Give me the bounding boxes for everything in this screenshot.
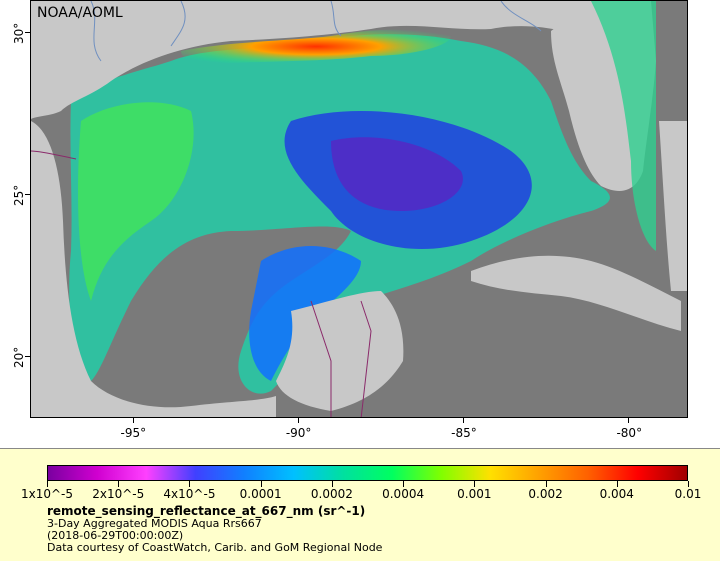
lon-tick <box>463 418 465 423</box>
colorbar-tick <box>474 481 476 487</box>
lon-tick-label: -80° <box>616 426 643 440</box>
lat-tick <box>25 32 30 34</box>
credit-label: NOAA/AOML <box>37 5 123 21</box>
colorbar-tick <box>189 481 191 487</box>
lat-tick <box>25 194 30 196</box>
colorbar-tick-label: 0.01 <box>674 487 702 501</box>
yucatan-land <box>276 291 404 411</box>
lat-tick-label: 25° <box>12 185 26 207</box>
colorbar-tick-label: 0.0004 <box>382 487 425 501</box>
mexico-land <box>31 121 276 417</box>
florida-east-coast-data <box>591 1 656 251</box>
colorbar-tick <box>403 481 405 487</box>
lon-tick <box>297 418 299 423</box>
colorbar <box>47 465 688 481</box>
bahamas-land <box>659 121 687 291</box>
lon-tick-label: -90° <box>285 426 312 440</box>
rivers <box>90 1 542 62</box>
legend-variable: remote_sensing_reflectance_at_667_nm (sr… <box>47 504 366 518</box>
cuba-land <box>471 255 681 331</box>
western-gulf-green <box>78 102 194 301</box>
legend-courtesy: Data courtesy of CoastWatch, Carib. and … <box>47 541 383 554</box>
lat-tick <box>25 356 30 358</box>
colorbar-tick-label: 0.0001 <box>239 487 282 501</box>
colorbar-tick <box>47 481 48 487</box>
map-panel[interactable]: NOAA/AOML <box>30 0 688 418</box>
colorbar-tick <box>118 481 120 487</box>
legend-product: 3-Day Aggregated MODIS Aqua Rrs667 <box>47 517 262 530</box>
legend-panel: remote_sensing_reflectance_at_667_nm (sr… <box>0 448 720 561</box>
colorbar-tick <box>688 481 689 487</box>
colorbar-tick <box>260 481 262 487</box>
borders <box>31 150 372 417</box>
colorbar-tick <box>616 481 618 487</box>
colorbar-tick-label: 0.002 <box>528 487 563 501</box>
lat-tick-label: 20° <box>12 347 26 369</box>
colorbar-tick <box>331 481 333 487</box>
legend-date: (2018-06-29T00:00:00Z) <box>47 529 184 542</box>
lon-tick-label: -85° <box>451 426 477 440</box>
lat-tick-label: 30° <box>12 23 26 45</box>
lon-tick-label: -95° <box>120 426 147 440</box>
lon-tick <box>628 418 630 423</box>
central-gulf-purple <box>331 137 463 211</box>
colorbar-tick-label: 0.004 <box>599 487 634 501</box>
map-canvas <box>31 1 687 417</box>
colorbar-tick-label: 1x10^-5 <box>20 487 74 501</box>
colorbar-tick-label: 2x10^-5 <box>92 487 145 501</box>
lon-tick <box>132 418 134 423</box>
colorbar-tick-label: 0.001 <box>457 487 492 501</box>
colorbar-tick-label: 4x10^-5 <box>163 487 216 501</box>
colorbar-tick-label: 0.0002 <box>310 487 353 501</box>
us-land <box>31 1 591 119</box>
northern-shelf-high <box>181 29 451 64</box>
colorbar-tick <box>545 481 547 487</box>
